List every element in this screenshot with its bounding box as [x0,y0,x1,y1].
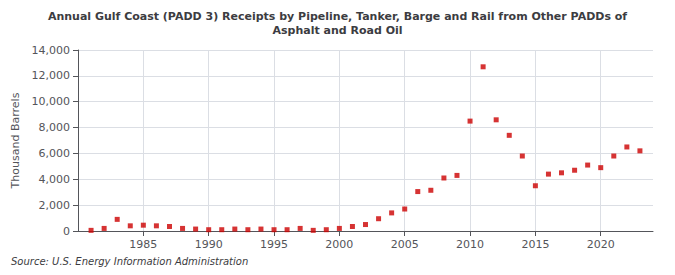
svg-text:2010: 2010 [456,238,484,251]
svg-text:1995: 1995 [260,238,288,251]
svg-text:2005: 2005 [391,238,419,251]
svg-text:Asphalt and Road Oil: Asphalt and Road Oil [272,24,402,37]
svg-text:6,000: 6,000 [39,147,71,160]
svg-text:Thousand Barrels: Thousand Barrels [9,92,22,189]
svg-text:Source: U.S. Energy Informatio: Source: U.S. Energy Information Administ… [11,256,248,267]
svg-text:14,000: 14,000 [32,44,71,57]
svg-text:4,000: 4,000 [39,173,71,186]
svg-text:2000: 2000 [325,238,353,251]
svg-text:12,000: 12,000 [32,69,71,82]
svg-text:2,000: 2,000 [39,199,71,212]
svg-text:8,000: 8,000 [39,121,71,134]
svg-text:1985: 1985 [129,238,157,251]
svg-text:10,000: 10,000 [32,95,71,108]
svg-text:2020: 2020 [587,238,615,251]
svg-text:Annual Gulf Coast (PADD 3) Rec: Annual Gulf Coast (PADD 3) Receipts by P… [48,10,627,23]
svg-text:2015: 2015 [521,238,549,251]
svg-text:0: 0 [63,225,70,238]
svg-text:1990: 1990 [195,238,223,251]
